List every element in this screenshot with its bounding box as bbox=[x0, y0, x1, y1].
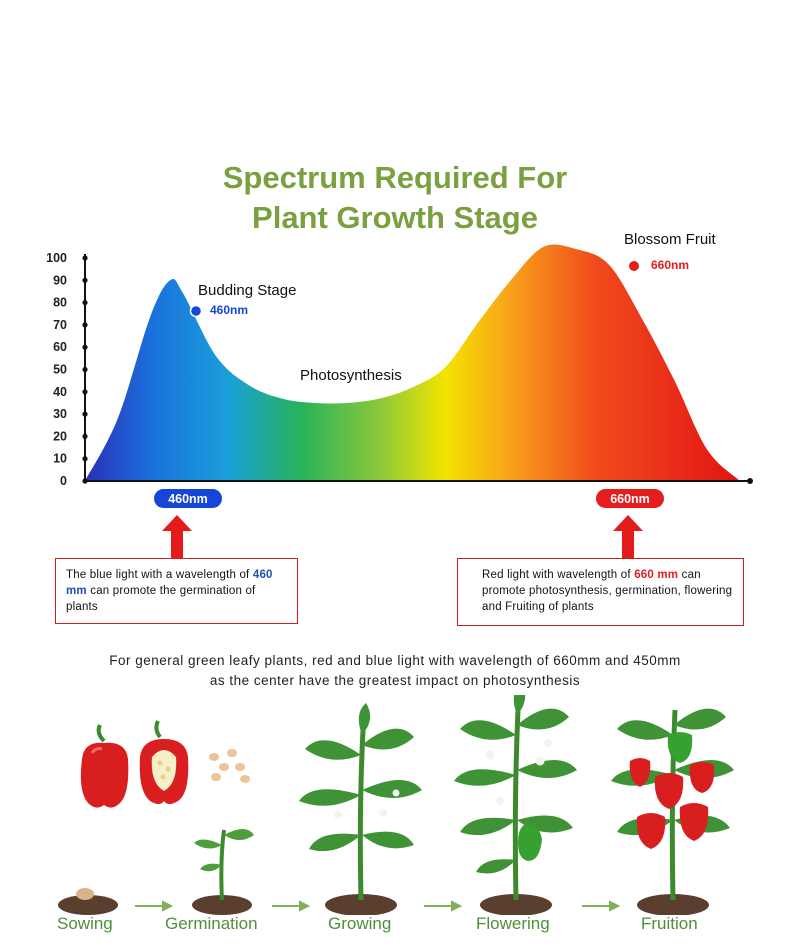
y-tick-label: 70 bbox=[53, 318, 67, 332]
blue-info-text: The blue light with a wavelength of bbox=[66, 569, 253, 581]
red-wavelength-pill-label: 660nm bbox=[610, 492, 650, 506]
y-tick-mark bbox=[82, 322, 88, 328]
blue-info-text-end: can promote the germination of plants bbox=[66, 585, 256, 613]
red-info-text: Red light with wavelength of bbox=[482, 569, 635, 581]
up-arrow-icon bbox=[613, 515, 643, 561]
y-tick-label: 90 bbox=[53, 273, 67, 287]
x-markers: 460nm 660nm bbox=[154, 489, 664, 508]
up-arrow-icon bbox=[162, 515, 192, 561]
y-tick-mark bbox=[82, 478, 88, 484]
photosynthesis-label: Photosynthesis bbox=[300, 367, 402, 384]
growth-stages-illustration bbox=[58, 695, 734, 915]
blue-wavelength-pill bbox=[154, 489, 222, 508]
flowering-plant-icon bbox=[454, 695, 577, 901]
red-info-text-end: can promote photosynthesis, germination,… bbox=[482, 569, 733, 613]
stage-label-fruition: Fruition bbox=[641, 914, 698, 933]
growing-plant-icon bbox=[299, 703, 422, 901]
stage-label-growing: Growing bbox=[328, 914, 392, 933]
stage-label-sowing: Sowing bbox=[57, 914, 113, 933]
stage-arrow-icon bbox=[135, 900, 621, 912]
y-tick-label: 0 bbox=[60, 474, 67, 488]
red-info-highlight: 660 mm bbox=[634, 569, 679, 581]
fruiting-plant-icon bbox=[611, 708, 734, 901]
summary-line2: as the center have the greatest impact o… bbox=[209, 673, 581, 688]
x-axis-end-dot bbox=[747, 478, 753, 484]
annotations: Budding Stage 460nm Photosynthesis Blossom … bbox=[189, 231, 717, 384]
budding-point-marker bbox=[189, 304, 203, 318]
y-tick-label: 30 bbox=[53, 407, 67, 421]
red-wavelength-pill bbox=[596, 489, 664, 508]
soil-mounds bbox=[58, 894, 709, 915]
stage-label-germination: Germination bbox=[165, 914, 258, 933]
blossom-fruit-label: Blossom Fruit bbox=[624, 231, 717, 248]
y-tick-label: 20 bbox=[53, 429, 67, 443]
y-tick-mark bbox=[82, 456, 88, 462]
budding-stage-label: Budding Stage bbox=[198, 282, 296, 299]
blossom-point-marker bbox=[627, 259, 641, 273]
y-axis-ticks: 0 10 20 30 40 50 60 70 80 90 100 bbox=[46, 251, 88, 488]
stage-label-flowering: Flowering bbox=[476, 914, 550, 933]
red-pepper-icon bbox=[80, 724, 129, 808]
y-tick-mark bbox=[82, 277, 88, 283]
y-tick-label: 50 bbox=[53, 363, 67, 377]
seeds-icon bbox=[209, 749, 250, 783]
spectrum-area bbox=[85, 244, 740, 481]
y-tick-mark bbox=[82, 411, 88, 417]
y-tick-label: 100 bbox=[46, 251, 67, 265]
y-tick-mark bbox=[82, 433, 88, 439]
y-tick-mark bbox=[82, 344, 88, 350]
red-light-info-box: Red light with wavelength of 660 mm can … bbox=[457, 558, 744, 626]
y-tick-mark bbox=[82, 366, 88, 373]
y-tick-mark bbox=[82, 300, 88, 306]
summary-line1: For general green leafy plants, red and … bbox=[109, 653, 681, 668]
seed-icon bbox=[76, 888, 94, 900]
y-tick-mark bbox=[82, 389, 88, 395]
chart-title-line2: Plant Growth Stage bbox=[252, 200, 538, 235]
budding-wavelength-label: 460nm bbox=[210, 303, 248, 317]
spectrum-chart: 0 10 20 30 40 50 60 70 80 90 100 Budding Stage 460n… bbox=[46, 231, 753, 508]
chart-title-line1: Spectrum Required For bbox=[222, 160, 568, 195]
y-tick-label: 60 bbox=[53, 340, 67, 354]
sprout-icon bbox=[194, 829, 254, 901]
pepper-half-icon bbox=[139, 720, 189, 804]
blue-light-info-box: The blue light with a wavelength of 460 … bbox=[55, 558, 298, 624]
y-tick-label: 80 bbox=[53, 296, 67, 310]
y-tick-mark bbox=[82, 255, 88, 261]
blossom-wavelength-label: 660nm bbox=[651, 258, 689, 272]
y-tick-label: 40 bbox=[53, 385, 67, 399]
blue-info-highlight: 460 mm bbox=[66, 569, 273, 597]
y-tick-label: 10 bbox=[53, 452, 67, 466]
blue-wavelength-pill-label: 460nm bbox=[168, 492, 208, 506]
